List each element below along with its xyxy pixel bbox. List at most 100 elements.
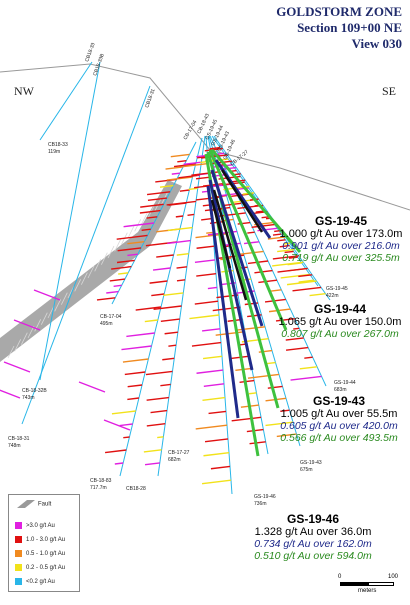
assay-bar <box>210 465 231 470</box>
annotation-gs19-45: GS-19-45 1.000 g/t Au over 173.0m 0.901 … <box>272 214 410 264</box>
assay-bar <box>236 250 264 256</box>
interval-black <box>220 169 264 233</box>
compass-nw: NW <box>14 84 34 98</box>
assay-bar <box>247 373 280 379</box>
drill-label-cb17_04_top: CB-17-04 <box>183 119 199 141</box>
fault-hatch <box>114 239 122 252</box>
annotation-blue: 0.901 g/t Au over 216.0m <box>282 240 400 252</box>
annotation-gs19-43: GS-19-43 1.005 g/t Au over 55.5m 0.605 g… <box>268 394 410 444</box>
assay-bar <box>168 344 177 347</box>
assay-bar <box>209 146 221 150</box>
assay-bar-highgrade <box>3 361 31 373</box>
assay-bar <box>286 280 317 286</box>
assay-bar <box>202 182 224 187</box>
assay-bar <box>116 259 135 264</box>
assay-bar <box>144 319 158 323</box>
assay-bar <box>160 318 180 323</box>
assay-bar <box>96 297 116 301</box>
assay-bar <box>171 172 180 175</box>
section-title: Section 109+00 NE <box>297 20 402 35</box>
assay-legend: Fault >3.0 g/t Au 1.0 - 3.0 g/t Au 0.5 -… <box>8 494 80 592</box>
drill-label-gs19_46_end_depth: 736m <box>254 501 267 507</box>
assay-bar <box>164 331 178 335</box>
annotation-main: 1.000 g/t Au over 173.0m <box>279 228 403 240</box>
drill-hole-trace <box>39 61 101 381</box>
drill-label-cb18_32b_end_depth: 743m <box>22 395 35 401</box>
fault-hatch <box>94 259 102 272</box>
assay-bar <box>188 187 198 191</box>
assay-bar <box>178 174 200 179</box>
drill-hole-trace <box>21 85 151 425</box>
annotation-hole: GS-19-44 <box>313 302 367 316</box>
assay-bar <box>272 233 282 236</box>
legend-swatch <box>15 536 22 543</box>
assay-bar <box>149 280 168 284</box>
assay-bar <box>127 397 140 401</box>
assay-bar <box>298 279 315 283</box>
drill-label-gs19_44_end_depth: 683m <box>334 387 347 393</box>
assay-bar <box>116 234 148 240</box>
legend-swatch <box>15 522 22 529</box>
assay-bar <box>203 383 225 387</box>
legend-item-label: 1.0 - 3.0 g/t Au <box>26 537 66 544</box>
fault-icon <box>17 500 35 508</box>
drill-label-cb17_04_end_depth: 495m <box>100 321 113 327</box>
fault-hatch <box>140 212 148 225</box>
assay-bar <box>127 240 145 245</box>
annotation-main: 1.328 g/t Au over 36.0m <box>254 526 372 538</box>
fault-hatch <box>14 339 22 352</box>
fault-hatch <box>80 272 88 285</box>
assay-bar <box>276 433 297 438</box>
annotation-green: 0.719 g/t Au over 325.5m <box>282 252 400 264</box>
assay-bar <box>106 290 119 294</box>
assay-bar <box>272 255 299 260</box>
assay-bar <box>206 231 214 234</box>
assay-bar <box>118 272 129 275</box>
assay-bar <box>145 370 173 376</box>
assay-bar <box>272 261 304 267</box>
interval-black <box>210 199 232 269</box>
drill-label-cb18_31_top: CB18-31 <box>144 88 156 109</box>
legend-swatch <box>15 564 22 571</box>
assay-bar <box>122 358 149 363</box>
drill-label-cb18_83_end: CB-18-83 <box>90 478 112 484</box>
interval-black <box>212 189 248 301</box>
assay-bar <box>275 317 295 322</box>
assay-bar <box>195 176 210 180</box>
assay-bar <box>153 305 182 311</box>
assay-bar <box>119 423 133 427</box>
scale-max: 100 <box>388 574 399 580</box>
assay-bar <box>194 300 219 305</box>
scale-unit: meters <box>358 588 377 594</box>
assay-bar <box>268 308 291 313</box>
assay-bar <box>144 462 160 466</box>
assay-bar <box>202 355 223 360</box>
drill-label-gs19_43_end_depth: 675m <box>300 467 313 473</box>
assay-bar <box>146 396 169 401</box>
drill-label-cb18_33_end_depth: 119m <box>48 149 60 155</box>
drill-label-cb18_33_top: CB18-33 <box>84 42 96 63</box>
drill-label-cb18_83_end_depth: 717.7m <box>90 485 107 491</box>
assay-bar <box>135 306 162 311</box>
assay-bar <box>201 217 213 221</box>
assay-bar <box>143 449 162 453</box>
annotation-blue: 0.605 g/t Au over 420.0m <box>280 420 398 432</box>
assay-bar <box>196 245 215 249</box>
fault-hatch <box>127 225 135 239</box>
fault-hatch <box>100 252 108 265</box>
assay-bar-highgrade <box>13 319 41 331</box>
assay-bar <box>146 191 171 196</box>
legend-item: 0.2 - 0.5 g/t Au <box>15 564 65 571</box>
assay-bar <box>165 166 184 170</box>
assay-bar <box>166 176 193 181</box>
legend-fault-label: Fault <box>38 501 52 508</box>
annotation-hole: GS-19-43 <box>312 394 366 408</box>
assay-bar <box>114 462 124 465</box>
assay-bar-highgrade <box>103 419 131 431</box>
assay-bar <box>124 371 146 376</box>
fault-hatch <box>74 279 82 292</box>
intercept-intervals <box>204 149 302 457</box>
scale-segment-light <box>368 582 394 586</box>
annotation-green: 0.510 g/t Au over 594.0m <box>254 550 372 562</box>
assay-bar <box>183 162 209 168</box>
